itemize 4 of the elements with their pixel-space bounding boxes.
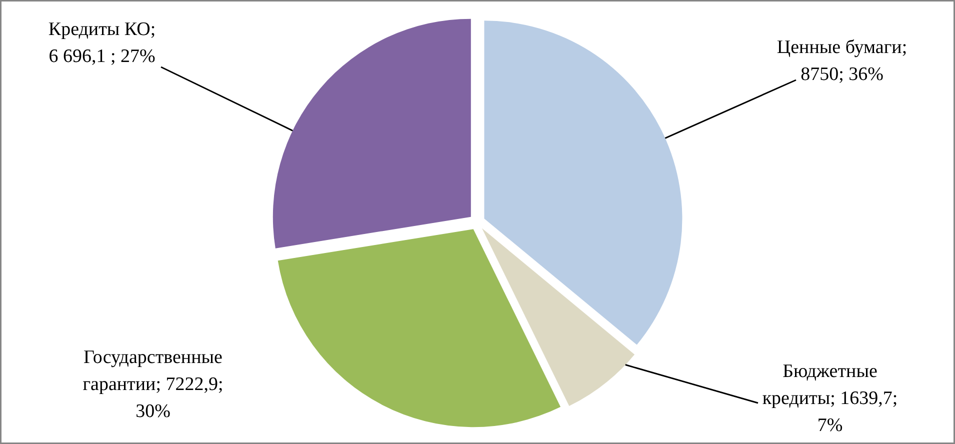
slice-label: Кредиты КО; 6 696,1 ; 27%	[48, 19, 156, 67]
slice-label: Ценные бумаги; 8750; 36%	[776, 37, 908, 85]
slice-label: Бюджетные кредиты; 1639,7; 7%	[762, 361, 898, 436]
slice-label: Государственные гарантии; 7222,9; 30%	[82, 347, 224, 422]
